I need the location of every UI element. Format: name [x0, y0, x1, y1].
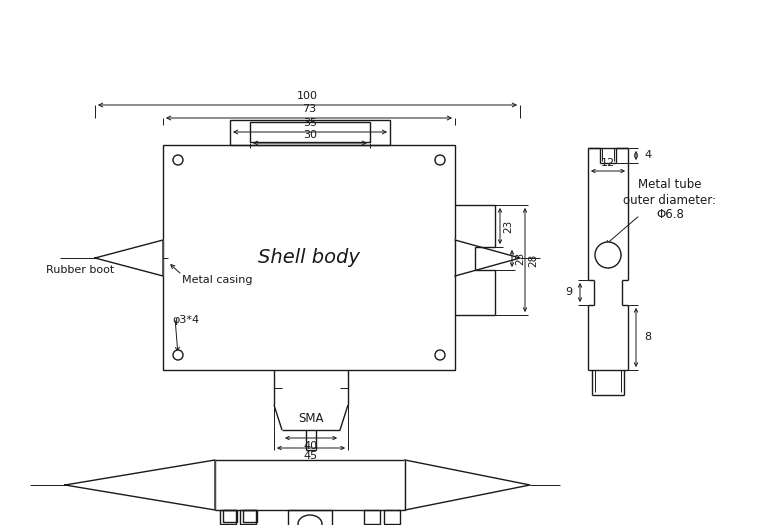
Text: Shell body: Shell body — [258, 248, 360, 267]
Bar — [220, 510, 236, 524]
Bar — [223, 510, 237, 522]
Text: 9: 9 — [565, 287, 572, 297]
Text: 23: 23 — [515, 251, 525, 265]
Text: 40: 40 — [304, 441, 318, 451]
Polygon shape — [455, 240, 520, 276]
Circle shape — [173, 350, 183, 360]
Ellipse shape — [298, 515, 322, 525]
Text: Metal tube
outer diameter:
Φ6.8: Metal tube outer diameter: Φ6.8 — [623, 178, 717, 222]
Bar — [243, 510, 257, 522]
Text: Metal casing: Metal casing — [182, 275, 252, 285]
Polygon shape — [95, 240, 163, 276]
Text: 8: 8 — [644, 332, 652, 342]
Polygon shape — [65, 460, 215, 510]
Bar — [215, 460, 405, 510]
Text: 73: 73 — [302, 104, 316, 114]
Bar — [163, 145, 455, 370]
Bar — [364, 510, 380, 524]
Text: 4: 4 — [644, 151, 652, 161]
Text: SMA: SMA — [298, 412, 324, 425]
Bar — [240, 510, 256, 524]
Text: 28: 28 — [528, 254, 538, 267]
Circle shape — [435, 350, 445, 360]
Text: Rubber boot: Rubber boot — [46, 265, 114, 275]
Text: 100: 100 — [297, 91, 318, 101]
Text: 23: 23 — [503, 219, 513, 233]
Circle shape — [595, 242, 621, 268]
Text: 30: 30 — [303, 130, 317, 140]
Bar — [384, 510, 400, 524]
Bar — [288, 510, 332, 525]
Text: φ3*4: φ3*4 — [172, 315, 199, 325]
Bar — [250, 122, 370, 142]
Polygon shape — [405, 460, 530, 510]
Bar — [230, 120, 390, 145]
Text: 45: 45 — [304, 451, 318, 461]
Text: 12: 12 — [601, 158, 615, 168]
Circle shape — [173, 155, 183, 165]
Text: 35: 35 — [303, 118, 317, 128]
Circle shape — [435, 155, 445, 165]
